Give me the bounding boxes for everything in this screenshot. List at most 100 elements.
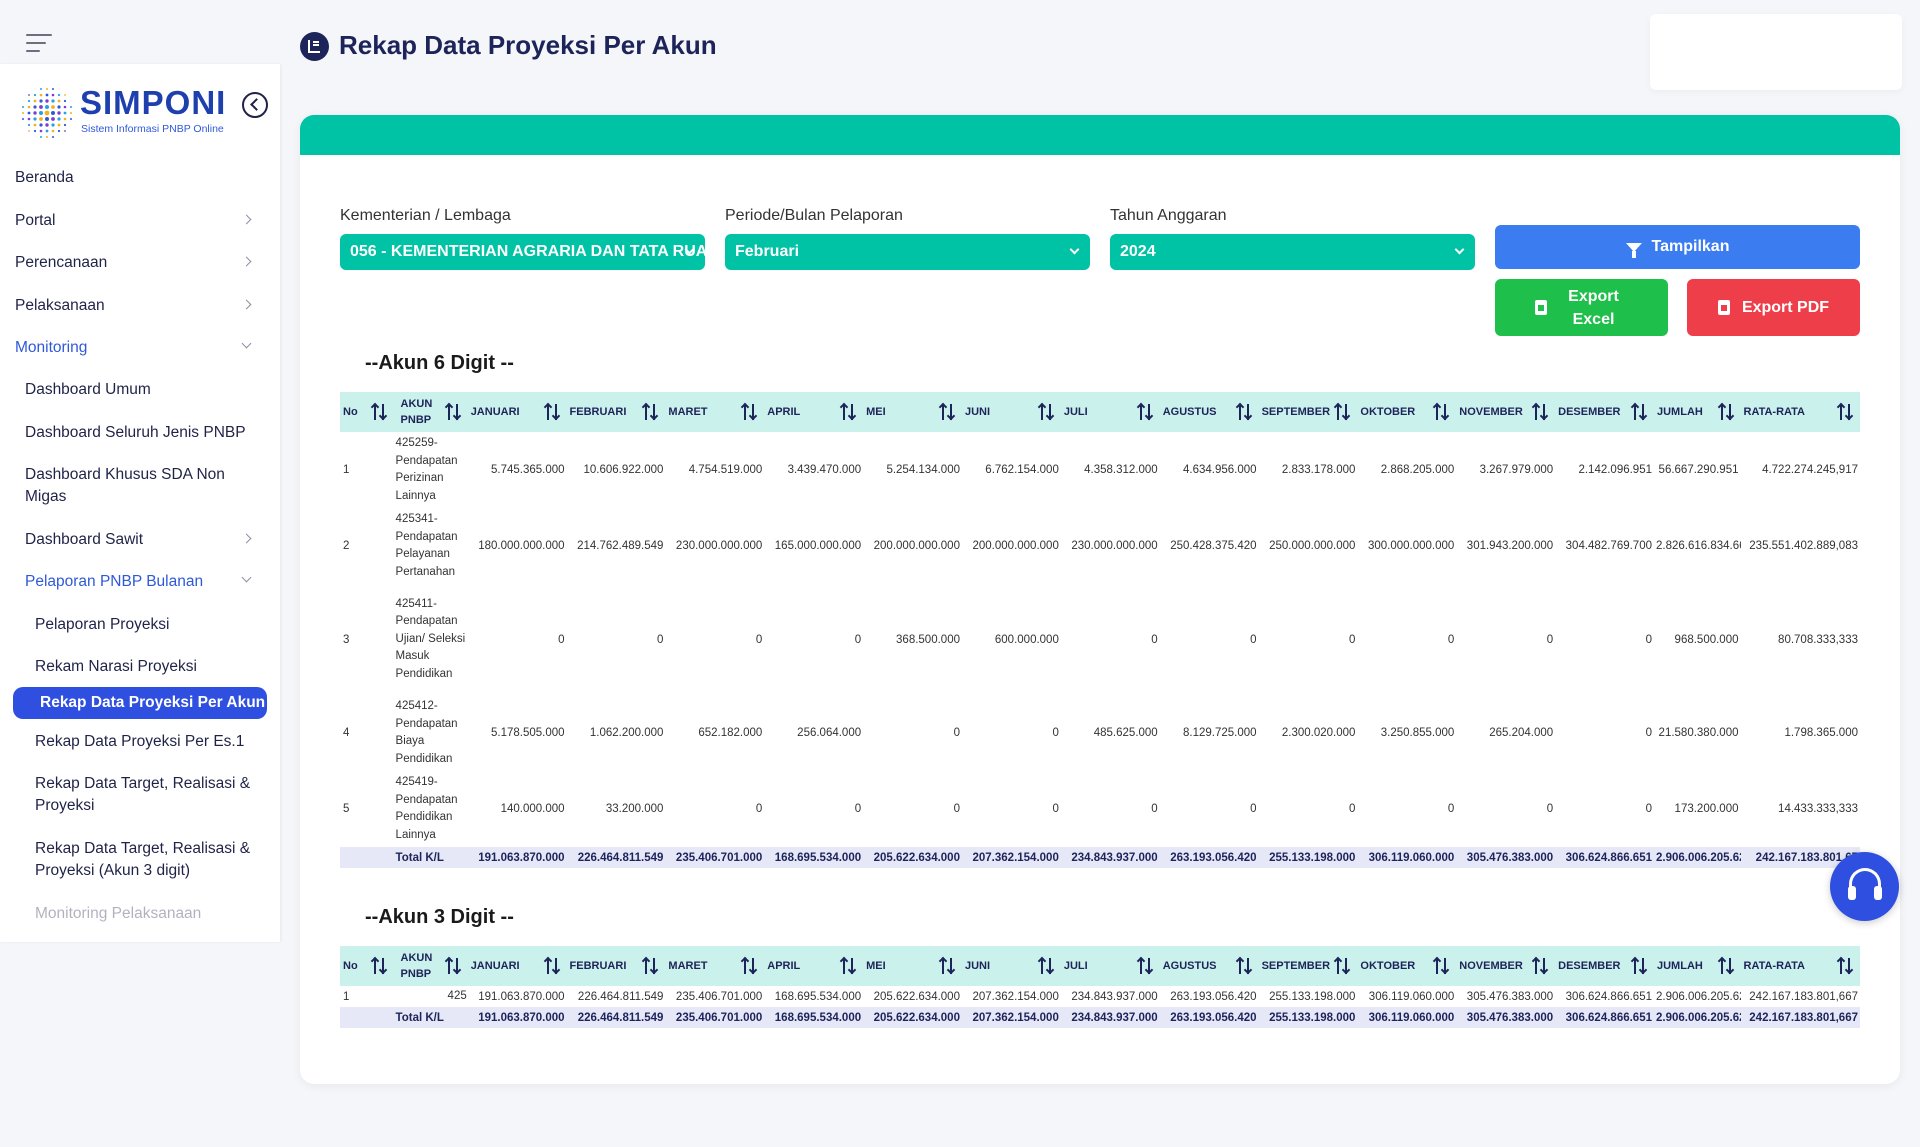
- sidebar-item-dashboard-umum[interactable]: Dashboard Umum: [25, 379, 265, 401]
- value-cell: 165.000.000.000: [774, 540, 862, 552]
- row-number: 3: [343, 633, 350, 646]
- sort-icon[interactable]: [543, 402, 561, 421]
- column-header[interactable]: JUMLAH: [1654, 392, 1741, 432]
- export-excel-button[interactable]: Export Excel: [1495, 279, 1668, 336]
- sidebar-item-rekap-data-proyeksi-per-akun[interactable]: Rekap Data Proyeksi Per Akun: [13, 687, 267, 719]
- column-header[interactable]: OKTOBER: [1357, 946, 1457, 986]
- sort-icon[interactable]: [444, 402, 462, 421]
- column-header[interactable]: SEPTEMBER: [1258, 392, 1358, 432]
- column-header[interactable]: FEBRUARI: [566, 946, 666, 986]
- column-header[interactable]: JANUARI: [467, 392, 567, 432]
- column-header[interactable]: JUMLAH: [1654, 946, 1741, 986]
- sort-icon[interactable]: [444, 956, 462, 975]
- column-header[interactable]: DESEMBER: [1555, 946, 1654, 986]
- sidebar-item-rekam-narasi-proyeksi[interactable]: Rekam Narasi Proyeksi: [35, 656, 265, 678]
- sort-icon[interactable]: [1333, 402, 1351, 421]
- sidebar-item-rekap-data-proyeksi-per-es1[interactable]: Rekap Data Proyeksi Per Es.1: [35, 731, 265, 753]
- sort-icon[interactable]: [1630, 956, 1648, 975]
- row-number: 1: [343, 990, 350, 1003]
- sort-icon[interactable]: [1432, 956, 1450, 975]
- menu-toggle-icon[interactable]: [26, 34, 52, 54]
- sort-icon[interactable]: [1630, 402, 1648, 421]
- simponi-logo[interactable]: SIMPONI Sistem Informasi PNBP Online: [18, 82, 238, 144]
- column-header[interactable]: AGUSTUS: [1159, 946, 1259, 986]
- sort-icon[interactable]: [1136, 402, 1154, 421]
- sort-icon[interactable]: [370, 402, 388, 421]
- sort-icon[interactable]: [1836, 402, 1854, 421]
- sort-icon[interactable]: [938, 956, 956, 975]
- column-header[interactable]: MEI: [863, 392, 962, 432]
- column-header[interactable]: APRIL: [764, 946, 864, 986]
- sidebar-item-monitoring-pelaksanaan[interactable]: Monitoring Pelaksanaan: [35, 903, 265, 925]
- sidebar-item-rekap-target-realisasi-proyeksi[interactable]: Rekap Data Target, Realisasi & Proyeksi: [35, 773, 260, 817]
- column-header[interactable]: No: [340, 392, 394, 432]
- sort-icon[interactable]: [1531, 402, 1549, 421]
- column-header[interactable]: AKUN PNBP: [393, 392, 468, 432]
- sort-icon[interactable]: [1836, 956, 1854, 975]
- periode-select[interactable]: Februari: [725, 234, 1090, 270]
- column-header[interactable]: JULI: [1060, 392, 1160, 432]
- column-header[interactable]: RATA-RATA: [1740, 946, 1860, 986]
- sort-icon[interactable]: [1037, 956, 1055, 975]
- tampilkan-button[interactable]: Tampilkan: [1495, 225, 1860, 269]
- sort-icon[interactable]: [1531, 956, 1549, 975]
- collapse-sidebar-icon[interactable]: [242, 92, 268, 118]
- sidebar-item-portal[interactable]: Portal: [15, 210, 265, 232]
- column-header[interactable]: No: [340, 946, 394, 986]
- column-header-label: DESEMBER: [1558, 960, 1621, 972]
- value-cell: 205.622.634.000: [873, 990, 960, 1003]
- sort-icon[interactable]: [839, 956, 857, 975]
- sidebar-item-pelaporan-proyeksi[interactable]: Pelaporan Proyeksi: [35, 614, 265, 636]
- sort-icon[interactable]: [839, 402, 857, 421]
- sidebar-item-label: Rekap Data Target, Realisasi & Proyeksi: [35, 775, 251, 814]
- column-header[interactable]: JUNI: [961, 392, 1061, 432]
- sidebar-item-beranda[interactable]: Beranda: [15, 167, 265, 189]
- sort-icon[interactable]: [938, 402, 956, 421]
- sort-icon[interactable]: [1717, 956, 1735, 975]
- column-header[interactable]: RATA-RATA: [1740, 392, 1860, 432]
- sort-icon[interactable]: [1235, 956, 1253, 975]
- column-header[interactable]: FEBRUARI: [566, 392, 666, 432]
- sort-icon[interactable]: [1136, 956, 1154, 975]
- sidebar-item-dashboard-seluruh-jenis-pnbp[interactable]: Dashboard Seluruh Jenis PNBP: [25, 422, 265, 444]
- sidebar-item-dashboard-sawit[interactable]: Dashboard Sawit: [25, 529, 265, 551]
- column-header[interactable]: AKUN PNBP: [393, 946, 468, 986]
- sort-icon[interactable]: [543, 956, 561, 975]
- sort-icon[interactable]: [1037, 402, 1055, 421]
- sidebar-item-pelaporan-pnbp-bulanan[interactable]: Pelaporan PNBP Bulanan: [25, 571, 265, 593]
- sort-icon[interactable]: [370, 956, 388, 975]
- sort-icon[interactable]: [641, 956, 659, 975]
- column-header[interactable]: SEPTEMBER: [1258, 946, 1358, 986]
- tahun-select[interactable]: 2024: [1110, 234, 1475, 270]
- column-header[interactable]: DESEMBER: [1555, 392, 1654, 432]
- column-header[interactable]: JANUARI: [467, 946, 567, 986]
- sort-icon[interactable]: [740, 402, 758, 421]
- sort-icon[interactable]: [1717, 402, 1735, 421]
- value-cell: 0: [1151, 633, 1158, 646]
- value-cell: 230.000.000.000: [675, 540, 763, 552]
- sidebar-item-monitoring[interactable]: Monitoring: [15, 337, 265, 359]
- column-header[interactable]: NOVEMBER: [1456, 946, 1556, 986]
- export-pdf-button[interactable]: Export PDF: [1687, 279, 1860, 336]
- column-header[interactable]: MARET: [665, 392, 765, 432]
- sort-icon[interactable]: [1333, 956, 1351, 975]
- column-header[interactable]: APRIL: [764, 392, 864, 432]
- sidebar-item-dashboard-khusus-sda[interactable]: Dashboard Khusus SDA Non Migas: [25, 464, 240, 508]
- sort-icon[interactable]: [740, 956, 758, 975]
- kementerian-select[interactable]: 056 - KEMENTERIAN AGRARIA DAN TATA RUANG: [340, 234, 705, 270]
- column-header[interactable]: MARET: [665, 946, 765, 986]
- sidebar-item-rekap-target-realisasi-akun3[interactable]: Rekap Data Target, Realisasi & Proyeksi …: [35, 838, 260, 882]
- sort-icon[interactable]: [1432, 402, 1450, 421]
- column-header[interactable]: OKTOBER: [1357, 392, 1457, 432]
- column-header[interactable]: MEI: [863, 946, 962, 986]
- support-chat-icon[interactable]: [1830, 852, 1899, 921]
- sort-icon[interactable]: [1235, 402, 1253, 421]
- column-header[interactable]: JUNI: [961, 946, 1061, 986]
- value-cell: 4.358.312.000: [1084, 464, 1158, 476]
- sidebar-item-pelaksanaan[interactable]: Pelaksanaan: [15, 295, 265, 317]
- column-header[interactable]: NOVEMBER: [1456, 392, 1556, 432]
- sort-icon[interactable]: [641, 402, 659, 421]
- sidebar-item-perencanaan[interactable]: Perencanaan: [15, 252, 265, 274]
- column-header[interactable]: JULI: [1060, 946, 1160, 986]
- column-header[interactable]: AGUSTUS: [1159, 392, 1259, 432]
